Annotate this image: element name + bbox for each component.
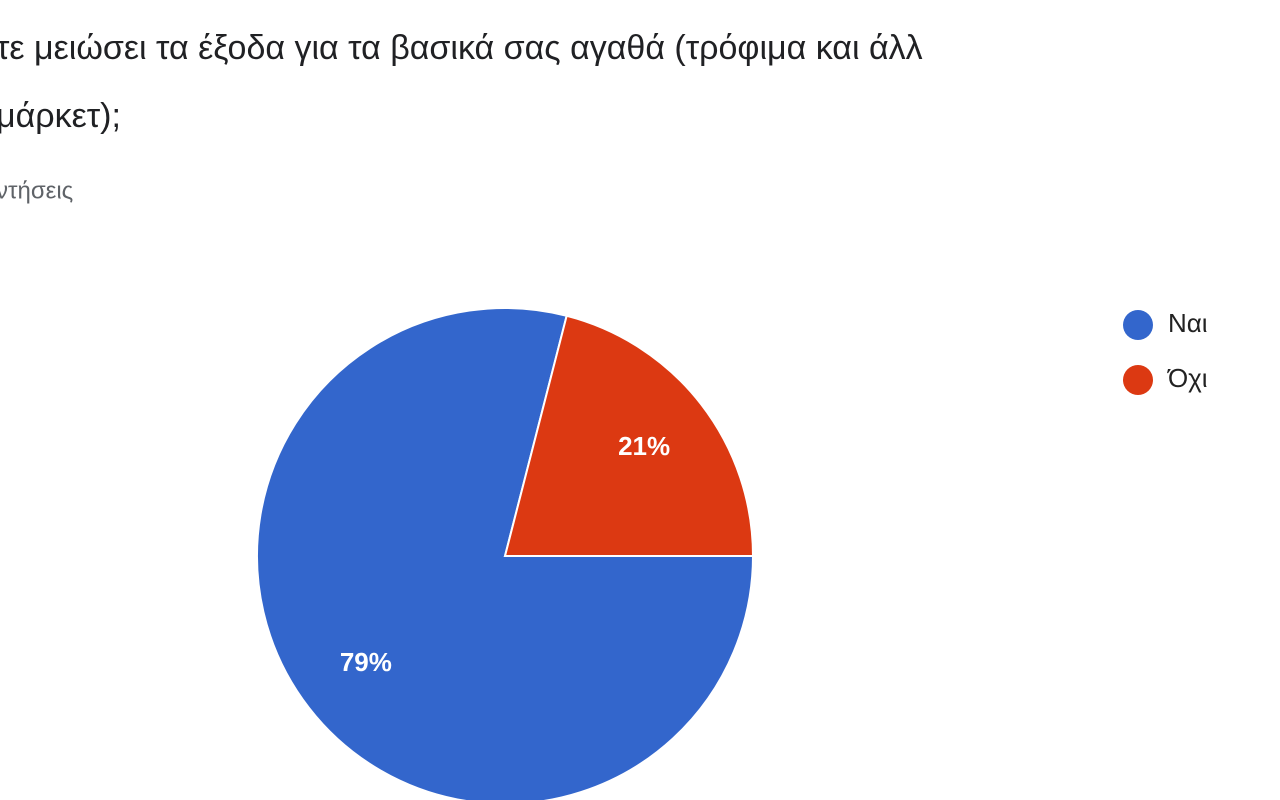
chart-subtitle: ντήσεις xyxy=(0,177,73,204)
chart-title-line: μάρκετ); xyxy=(0,97,121,135)
legend-label: Όχι xyxy=(1167,363,1208,393)
slice-label: 21% xyxy=(618,431,670,461)
slice-label: 79% xyxy=(340,647,392,677)
chart-title-line: τε μειώσει τα έξοδα για τα βασικά σας αγ… xyxy=(0,29,923,67)
legend-marker xyxy=(1123,365,1153,395)
legend-marker xyxy=(1123,310,1153,340)
legend-label: Ναι xyxy=(1168,308,1208,338)
pie-slice xyxy=(503,314,755,557)
